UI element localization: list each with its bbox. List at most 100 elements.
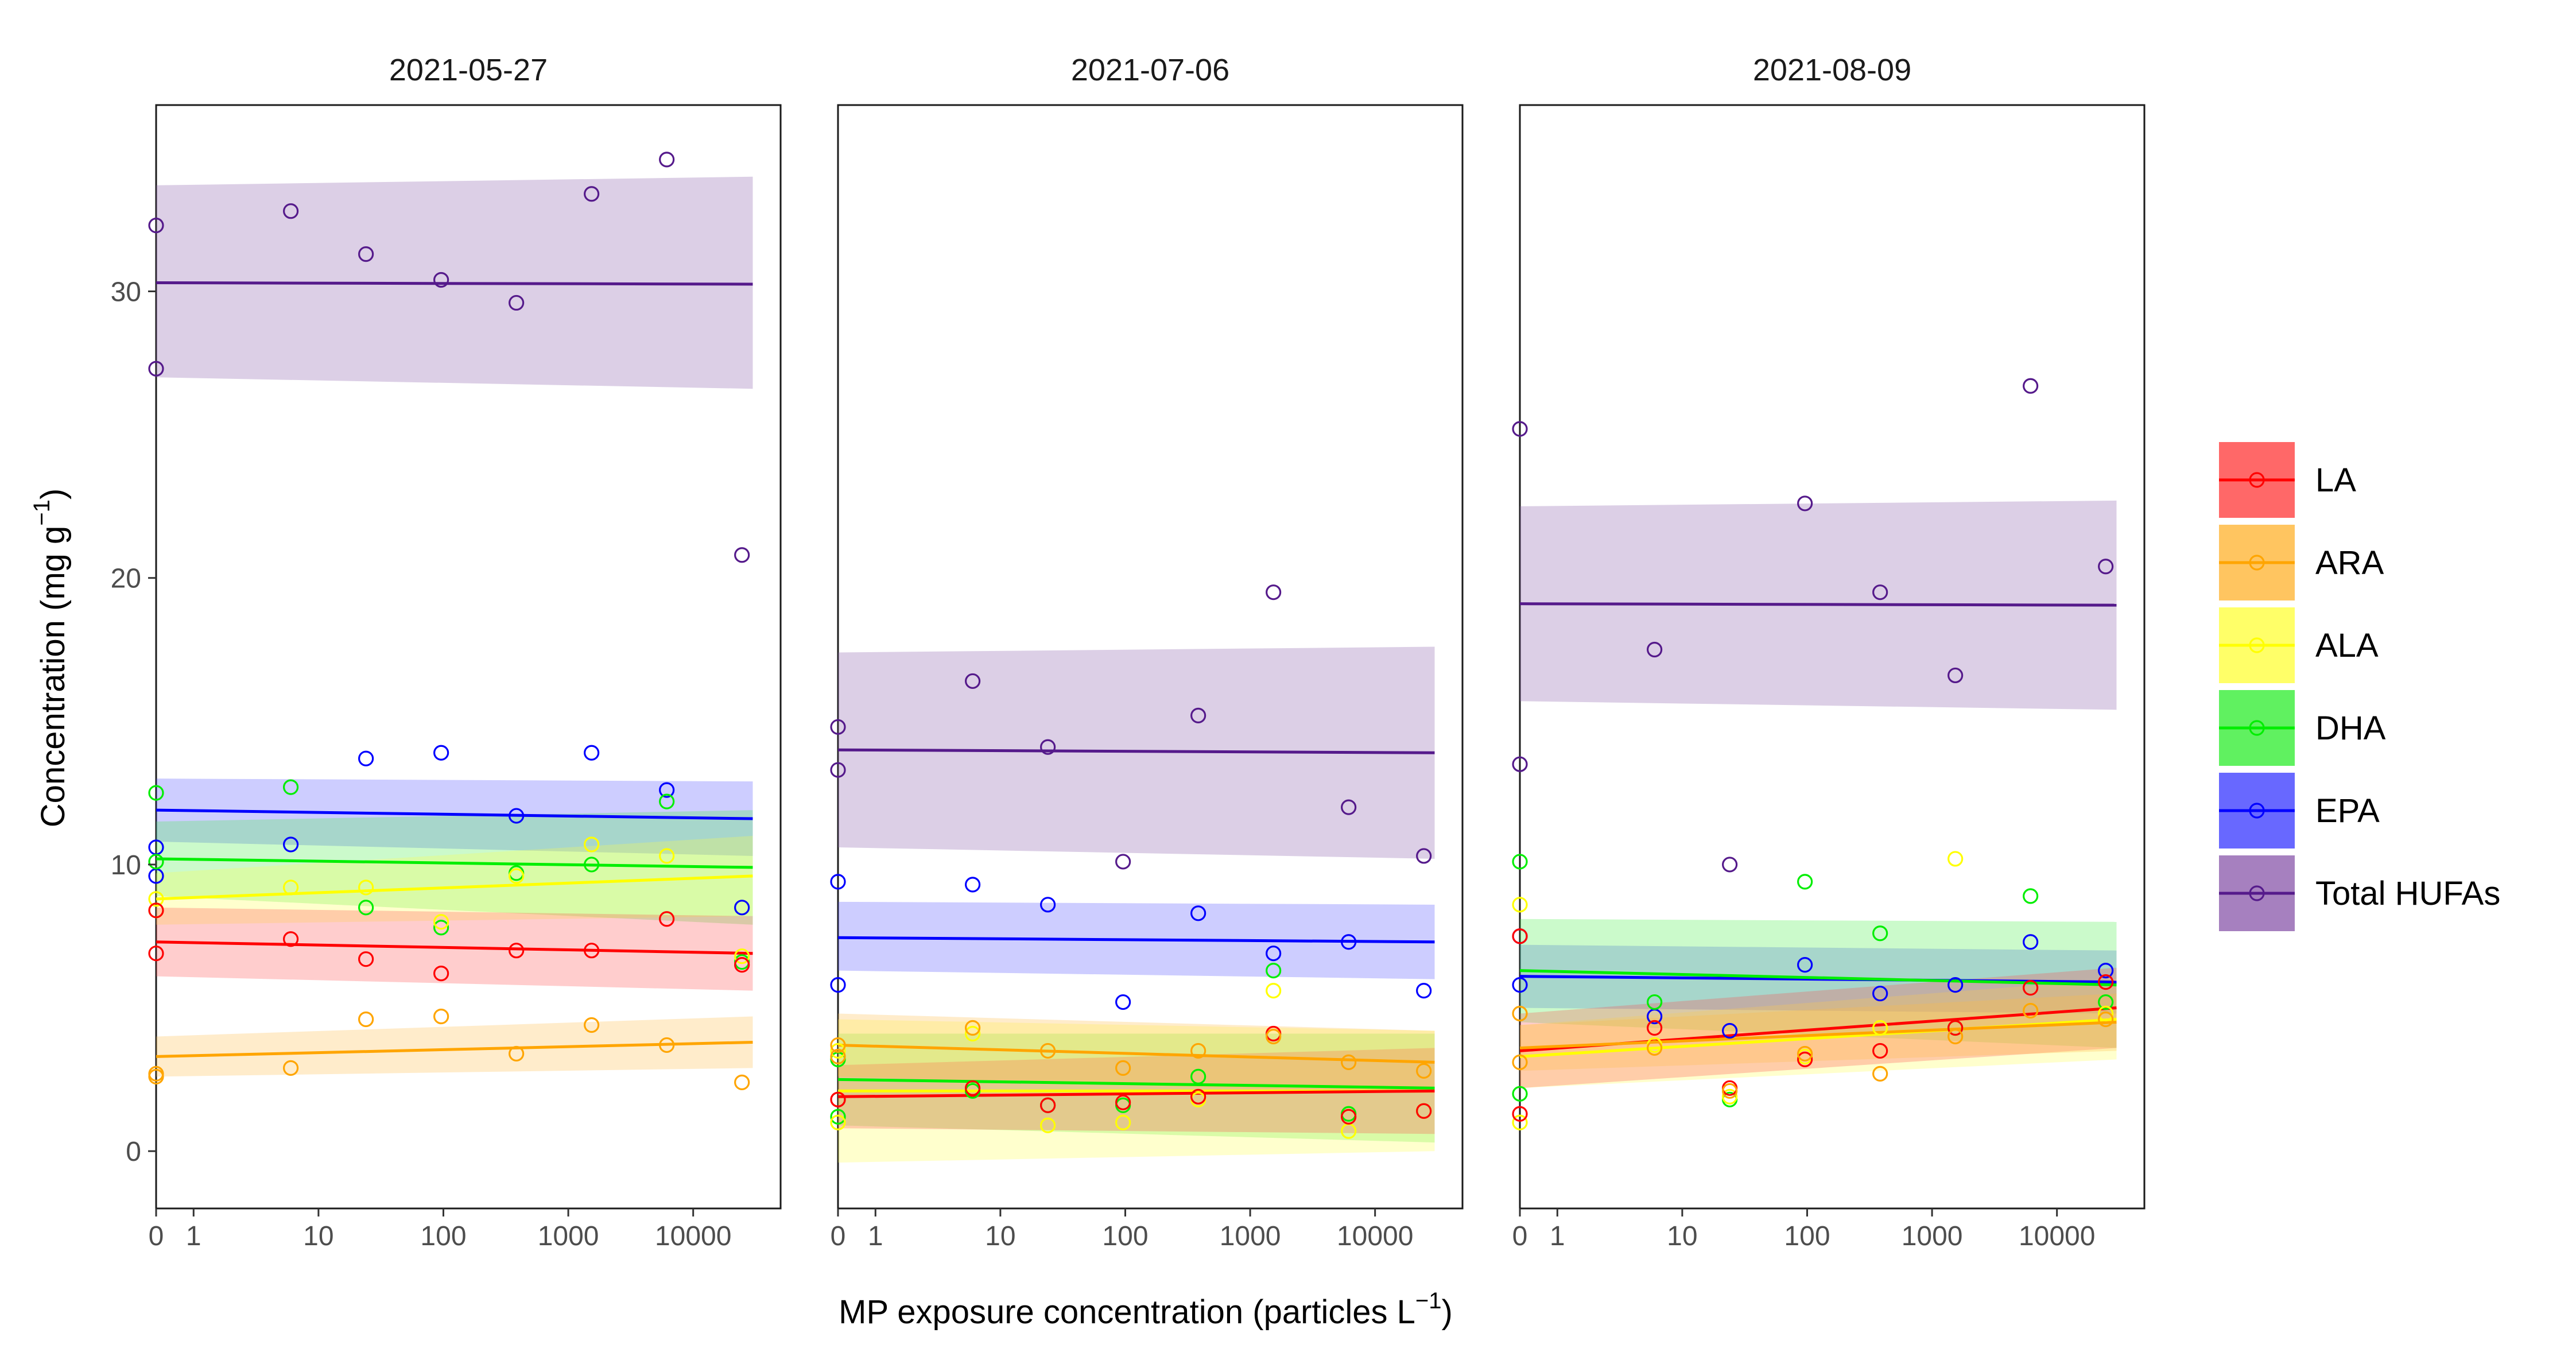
fit-line-dha: [837, 1078, 1435, 1090]
point-la: [1341, 1109, 1357, 1125]
panel-2: 2021-07-06 0 1 10 100 1000 10000: [830, 53, 1464, 1252]
point-ara: [1647, 1040, 1663, 1056]
point-dha: [148, 785, 164, 801]
x-tick-label: 0: [1512, 1221, 1528, 1252]
point-la: [1512, 1106, 1528, 1122]
point-ara: [584, 1017, 600, 1033]
point-epa: [1190, 905, 1206, 921]
point-la: [830, 1091, 846, 1107]
ribbon-dha: [156, 810, 753, 925]
point-dha: [148, 854, 164, 870]
x-tick-label: 1: [186, 1221, 201, 1252]
legend-marker: [2249, 885, 2265, 901]
point-ara: [148, 1068, 164, 1084]
point-la: [148, 946, 164, 962]
legend-label: DHA: [2315, 710, 2386, 747]
point-ara: [1416, 1063, 1432, 1079]
panels: 2021-05-270 1 10 100 1000 1000001020302021-07…: [111, 53, 2146, 1252]
x-tick-label: 10: [985, 1221, 1015, 1252]
point-la: [659, 911, 675, 927]
ribbon-ala: [156, 836, 753, 925]
point-la: [2023, 979, 2039, 996]
x-axis-label-end: ): [1442, 1293, 1453, 1331]
point-total-hufas: [1872, 584, 1888, 600]
plot-area: [148, 152, 753, 1090]
legend-item-epa: EPA: [2219, 773, 2380, 849]
point-total-hufas: [358, 246, 374, 262]
point-epa: [1722, 1022, 1738, 1039]
ribbon-ara: [156, 1016, 753, 1077]
x-axis-label-text: MP exposure concentration (particles L: [839, 1293, 1415, 1331]
point-total-hufas: [1416, 848, 1432, 864]
point-ala: [1266, 982, 1282, 999]
legend-item-ara: ARA: [2219, 525, 2384, 600]
panel-3: 2021-08-09 0 1 10 100 1000 10000: [1512, 53, 2146, 1252]
x-tick-label: 1: [1550, 1221, 1565, 1252]
x-tick-label: 10: [303, 1221, 333, 1252]
point-la: [1647, 1020, 1663, 1036]
point-la: [1872, 1043, 1888, 1059]
point-dha: [2098, 994, 2114, 1010]
point-ara: [830, 1048, 846, 1065]
point-total-hufas: [1947, 667, 1964, 684]
point-ala: [734, 948, 750, 964]
point-total-hufas: [148, 361, 164, 377]
point-total-hufas: [2023, 378, 2039, 394]
point-ala: [1722, 1088, 1738, 1105]
point-ala: [1040, 1117, 1056, 1133]
point-epa: [283, 836, 299, 853]
point-epa: [358, 750, 374, 766]
x-tick-label: 0: [831, 1221, 846, 1252]
legend-item-dha: DHA: [2219, 690, 2386, 766]
point-ala: [659, 848, 675, 864]
point-la: [1797, 1051, 1813, 1068]
point-total-hufas: [830, 762, 846, 778]
point-la: [1040, 1097, 1056, 1113]
point-epa: [1040, 897, 1056, 913]
fit-line-ara: [837, 1043, 1435, 1064]
point-la: [1190, 1088, 1206, 1105]
plot-area: [1512, 378, 2117, 1130]
x-tick-label: 10: [1667, 1221, 1697, 1252]
x-tick-label: 0: [149, 1221, 164, 1252]
point-la: [1512, 928, 1528, 944]
legend-marker: [2249, 555, 2265, 571]
point-ara: [830, 1037, 846, 1053]
point-ara: [734, 1074, 750, 1090]
x-axis-label: MP exposure concentration (particles L−1…: [839, 1288, 1453, 1331]
ribbon-dha: [1520, 919, 2117, 1048]
point-dha: [1512, 854, 1528, 870]
legend-marker: [2249, 472, 2265, 488]
x-tick-label: 1000: [1902, 1221, 1963, 1252]
point-dha: [283, 779, 299, 795]
point-la: [148, 902, 164, 919]
panel-frame: [155, 104, 782, 1210]
point-epa: [1341, 934, 1357, 950]
point-ara: [1266, 1028, 1282, 1045]
panel-title: 2021-07-06: [1071, 53, 1229, 87]
point-ala: [830, 1114, 846, 1130]
panel-frame: [837, 104, 1464, 1210]
point-epa: [1947, 977, 1964, 993]
point-total-hufas: [1797, 495, 1813, 512]
x-axis-label-sup: −1: [1415, 1288, 1442, 1314]
point-ala: [965, 1025, 981, 1042]
point-total-hufas: [433, 272, 449, 288]
point-total-hufas: [965, 673, 981, 689]
legend-label: ALA: [2315, 627, 2379, 664]
point-total-hufas: [148, 218, 164, 234]
point-ala: [358, 880, 374, 896]
point-dha: [584, 857, 600, 873]
point-ala: [584, 836, 600, 853]
point-ara: [1341, 1054, 1357, 1070]
x-tick-label: 10000: [2019, 1221, 2095, 1252]
plot-area: [830, 584, 1435, 1163]
point-total-hufas: [1190, 707, 1206, 723]
point-ara: [283, 1060, 299, 1076]
panel-title: 2021-08-09: [1753, 53, 1911, 87]
point-ala: [1512, 897, 1528, 913]
point-total-hufas: [830, 719, 846, 735]
fit-line-dha: [156, 857, 753, 869]
